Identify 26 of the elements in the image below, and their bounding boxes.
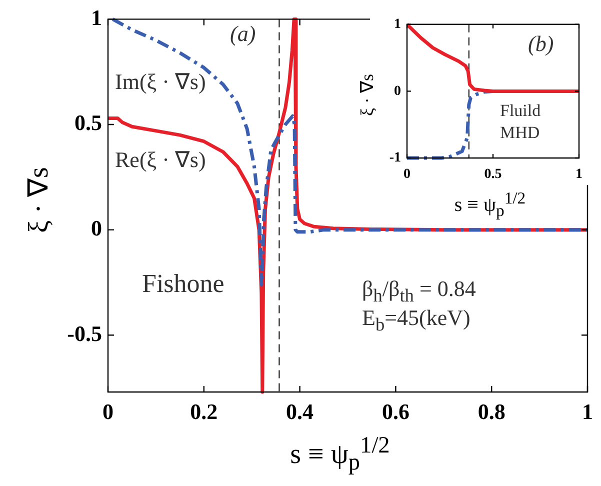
x-tick-label: 1 [576, 167, 582, 182]
y-tick-label: -1 [389, 150, 401, 166]
y-tick-label: 1 [394, 17, 401, 32]
series-label: Im(ξ · ∇s) [115, 69, 206, 94]
y-tick-label: -0.5 [67, 320, 102, 346]
y-axis-title: ξ · ∇s [357, 74, 378, 116]
x-tick-label: 0.8 [478, 398, 506, 424]
annotation: MHD [500, 123, 540, 143]
annotation: (a) [230, 21, 256, 46]
x-tick-label: 0.2 [190, 398, 218, 424]
annotation: Fluild [500, 101, 541, 121]
annotation: β$_{h}$/β$_{th}$ = 0.84 [362, 276, 476, 306]
y-axis-title: ξ · ∇s [24, 167, 56, 233]
x-tick-label: 0 [404, 167, 410, 182]
annotation: Fishone [142, 269, 224, 299]
y-tick-label: 1 [91, 4, 102, 30]
y-tick-label: 0.5 [74, 110, 102, 136]
y-tick-label: 0 [91, 216, 102, 241]
x-tick-label: 0.4 [286, 398, 314, 424]
x-tick-label: 0.5 [484, 167, 502, 182]
x-tick-label: 0.6 [382, 398, 410, 424]
annotation: (b) [528, 31, 554, 56]
y-tick-label: 0 [394, 84, 401, 99]
annotation: E$_{b}$=45(keV) [362, 305, 470, 335]
x-tick-label: 1 [582, 398, 593, 424]
series-label: Re(ξ · ∇s) [115, 147, 206, 172]
